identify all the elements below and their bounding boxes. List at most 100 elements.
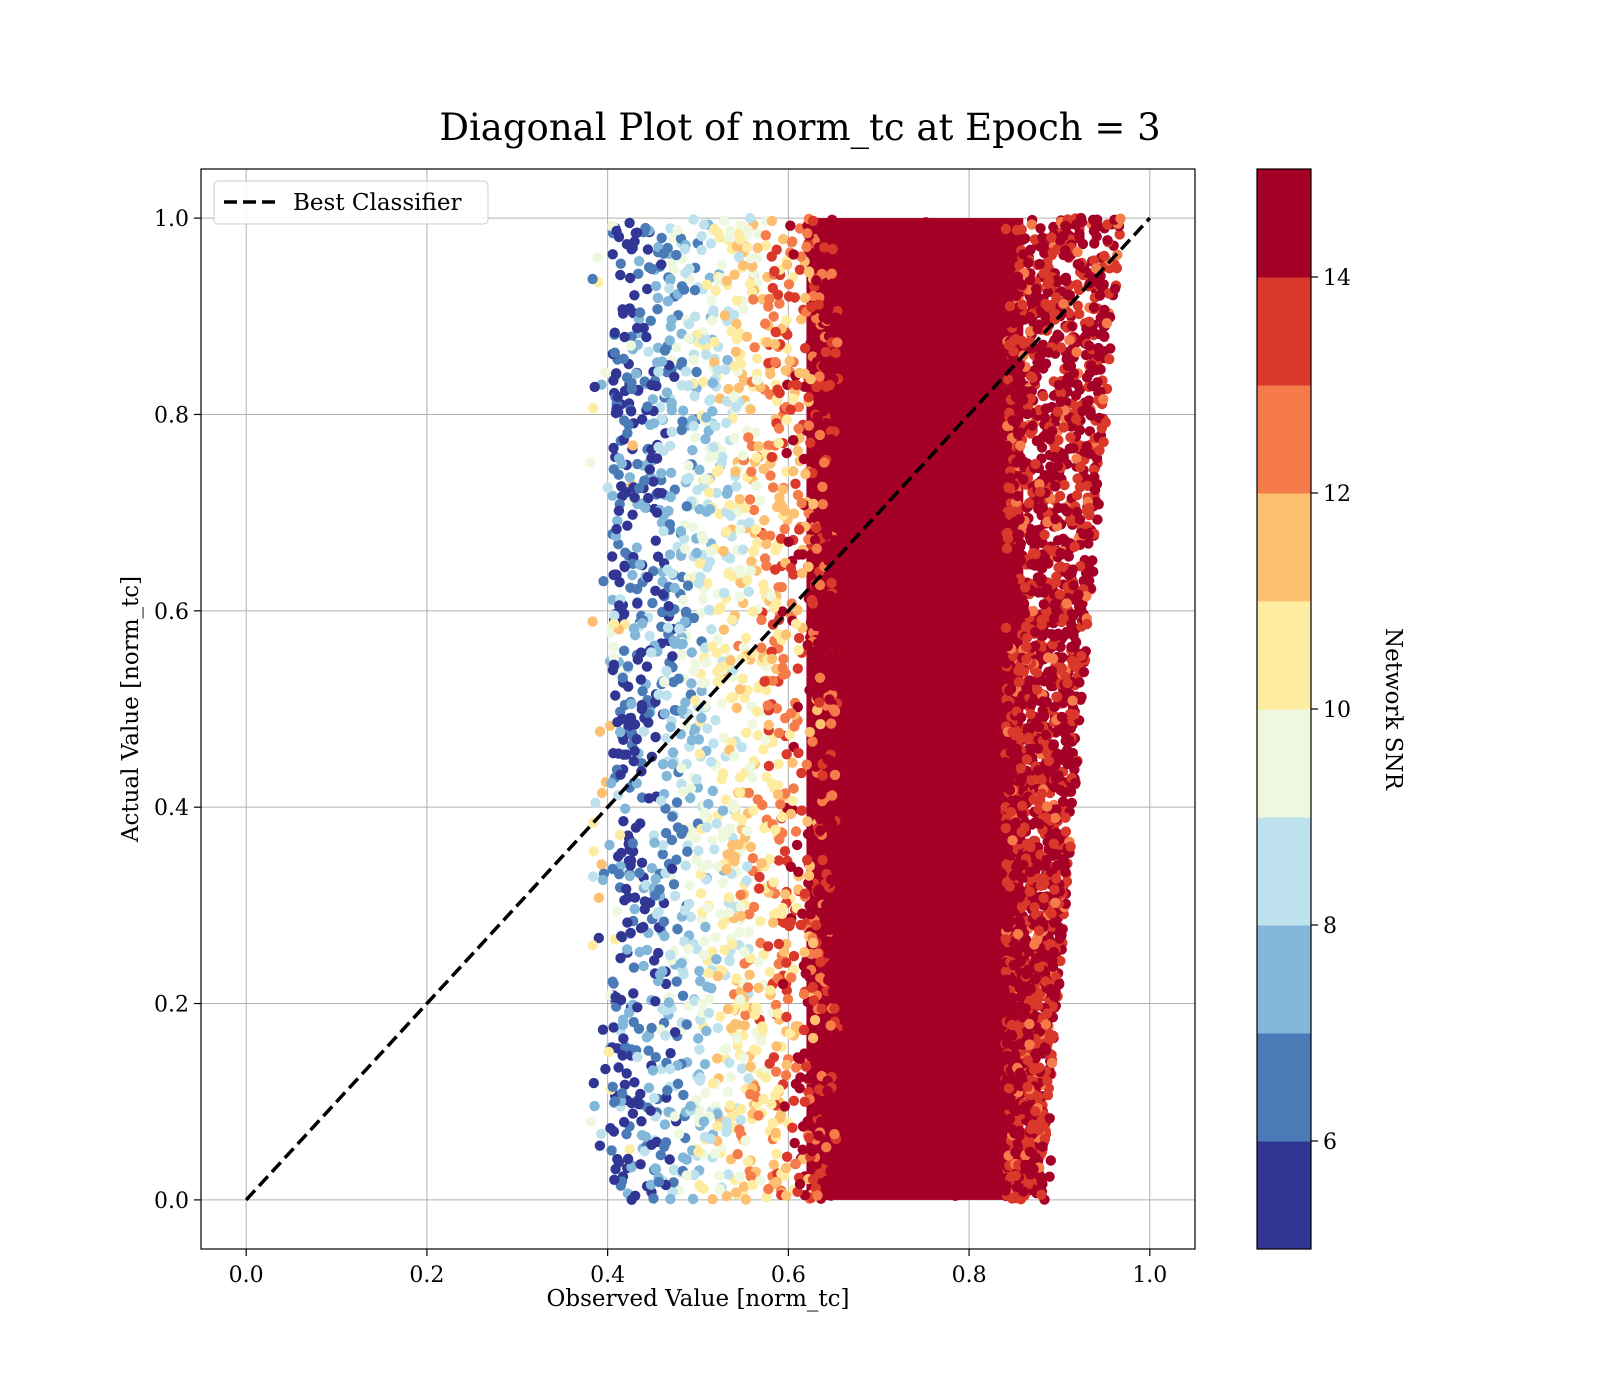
scatter-point — [814, 255, 825, 266]
scatter-point — [1001, 859, 1012, 870]
scatter-point — [687, 522, 699, 533]
scatter-point — [970, 387, 981, 399]
scatter-point — [1068, 443, 1079, 454]
scatter-point — [720, 364, 731, 375]
scatter-point — [751, 452, 762, 463]
scatter-point — [1072, 300, 1084, 311]
scatter-point — [585, 1116, 597, 1127]
scatter-point — [1053, 380, 1065, 391]
scatter-point — [824, 379, 836, 391]
scatter-point — [805, 437, 816, 448]
scatter-point — [900, 985, 911, 996]
scatter-point — [623, 419, 634, 431]
scatter-point — [788, 950, 800, 962]
scatter-point — [829, 1044, 841, 1056]
scatter-point — [743, 927, 755, 938]
scatter-point — [1060, 826, 1072, 837]
scatter-point — [975, 566, 986, 577]
scatter-point — [951, 881, 962, 892]
scatter-point — [1055, 924, 1066, 935]
scatter-point — [947, 949, 958, 961]
scatter-point — [607, 1081, 618, 1093]
scatter-point — [653, 441, 664, 453]
scatter-point — [987, 1173, 998, 1184]
scatter-point — [712, 971, 723, 982]
scatter-point — [650, 280, 662, 292]
scatter-point — [689, 285, 701, 296]
scatter-point — [880, 613, 892, 624]
scatter-point — [1036, 788, 1048, 799]
scatter-point — [639, 1146, 650, 1157]
scatter-point — [624, 217, 635, 229]
scatter-point — [659, 345, 671, 356]
scatter-point — [1025, 708, 1037, 720]
scatter-point — [962, 237, 974, 248]
scatter-point — [590, 797, 601, 808]
scatter-point — [819, 242, 830, 253]
scatter-point — [753, 441, 764, 452]
scatter-point — [667, 747, 679, 758]
scatter-point — [715, 909, 726, 920]
scatter-point — [825, 718, 837, 729]
scatter-point — [660, 978, 672, 990]
scatter-point — [799, 381, 810, 392]
scatter-point — [747, 772, 758, 783]
scatter-point — [637, 618, 648, 629]
scatter-point — [735, 1114, 746, 1126]
scatter-point — [629, 236, 640, 247]
scatter-point — [756, 1036, 767, 1047]
scatter-point — [758, 529, 769, 541]
scatter-point — [719, 310, 731, 321]
scatter-point — [593, 892, 605, 903]
scatter-point — [623, 1007, 635, 1018]
scatter-point — [1087, 555, 1098, 566]
scatter-point — [1038, 587, 1050, 598]
scatter-point — [907, 788, 919, 800]
scatter-point — [814, 579, 826, 591]
scatter-point — [837, 790, 848, 802]
scatter-point — [635, 1088, 646, 1100]
scatter-point — [638, 921, 649, 933]
scatter-point — [814, 429, 826, 441]
scatter-point — [665, 949, 676, 961]
scatter-point — [668, 1177, 679, 1188]
scatter-point — [616, 1088, 628, 1099]
scatter-point — [805, 616, 817, 628]
scatter-point — [704, 395, 715, 406]
scatter-point — [780, 365, 791, 376]
scatter-point — [605, 1123, 616, 1134]
scatter-point — [786, 237, 798, 248]
scatter-point — [824, 694, 835, 705]
scatter-point — [717, 919, 728, 930]
scatter-point — [936, 614, 947, 625]
scatter-point — [677, 416, 688, 427]
scatter-point — [589, 1100, 600, 1112]
scatter-point — [730, 346, 742, 357]
scatter-point — [977, 991, 988, 1002]
scatter-point — [650, 890, 661, 901]
scatter-point — [781, 414, 793, 426]
scatter-point — [608, 442, 619, 454]
scatter-point — [882, 284, 893, 296]
scatter-point — [876, 703, 887, 715]
scatter-point — [1011, 224, 1023, 236]
scatter-point — [863, 938, 875, 949]
scatter-point — [886, 573, 897, 584]
scatter-point — [762, 941, 774, 952]
scatter-point — [617, 1019, 629, 1031]
scatter-point — [1005, 272, 1016, 284]
scatter-point — [1009, 506, 1020, 517]
scatter-point — [676, 281, 688, 292]
scatter-point — [641, 331, 652, 343]
scatter-point — [879, 910, 890, 921]
scatter-point — [633, 1023, 645, 1034]
scatter-point — [913, 665, 924, 676]
scatter-point — [705, 238, 717, 249]
scatter-point — [634, 559, 646, 570]
scatter-point — [1033, 1091, 1044, 1103]
scatter-point — [1001, 657, 1012, 669]
scatter-point — [706, 756, 717, 767]
scatter-point — [683, 318, 695, 330]
scatter-point — [1007, 835, 1018, 846]
scatter-point — [777, 978, 789, 990]
